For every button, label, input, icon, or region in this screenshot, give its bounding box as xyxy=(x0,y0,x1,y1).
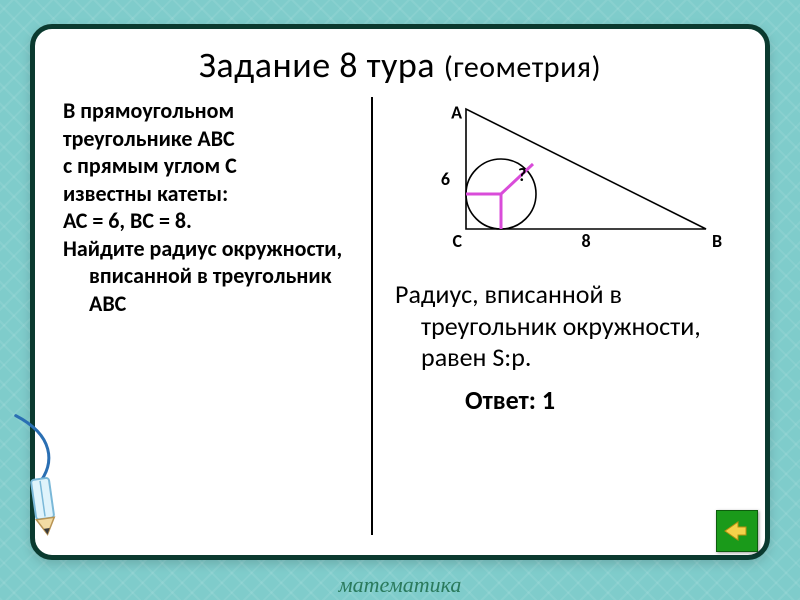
problem-line: АС = 6, ВС = 8. xyxy=(63,207,357,235)
return-button[interactable] xyxy=(716,510,758,552)
title-main: Задание 8 тура xyxy=(199,43,435,87)
vertex-label-b: B xyxy=(712,230,722,252)
vertex-label-c: C xyxy=(452,230,462,252)
explanation-text: Радиус, вписанной в треугольник окружнос… xyxy=(395,279,737,374)
problem-line: с прямым углом С xyxy=(63,152,357,180)
footer-caption: математика xyxy=(0,572,800,598)
problem-line: известны катеты: xyxy=(63,180,357,208)
problem-text: В прямоугольном треугольнике АВС с прямы… xyxy=(63,97,373,535)
side-label-cb: 8 xyxy=(581,230,590,252)
solution-column: A C B 6 8 ? Радиус, вписанной в треуголь… xyxy=(395,97,737,535)
side-label-ac: 6 xyxy=(441,168,450,190)
radius-question: ? xyxy=(518,164,526,186)
content-columns: В прямоугольном треугольнике АВС с прямы… xyxy=(63,97,737,535)
slide-title: Задание 8 тура (геометрия) xyxy=(63,43,737,87)
problem-line: В прямоугольном xyxy=(63,97,357,125)
explanation: Радиус, вписанной в треугольник окружнос… xyxy=(395,279,737,374)
slide-frame: Задание 8 тура (геометрия) В прямоугольн… xyxy=(30,24,770,560)
answer: Ответ: 1 xyxy=(395,384,737,416)
problem-line: Найдите радиус окружности, вписанной в т… xyxy=(63,235,357,318)
vertex-label-a: A xyxy=(451,102,462,124)
title-sub: (геометрия) xyxy=(444,49,601,86)
problem-line: треугольнике АВС xyxy=(63,125,357,153)
return-icon xyxy=(722,518,752,544)
triangle-diagram: A C B 6 8 ? xyxy=(406,101,726,271)
